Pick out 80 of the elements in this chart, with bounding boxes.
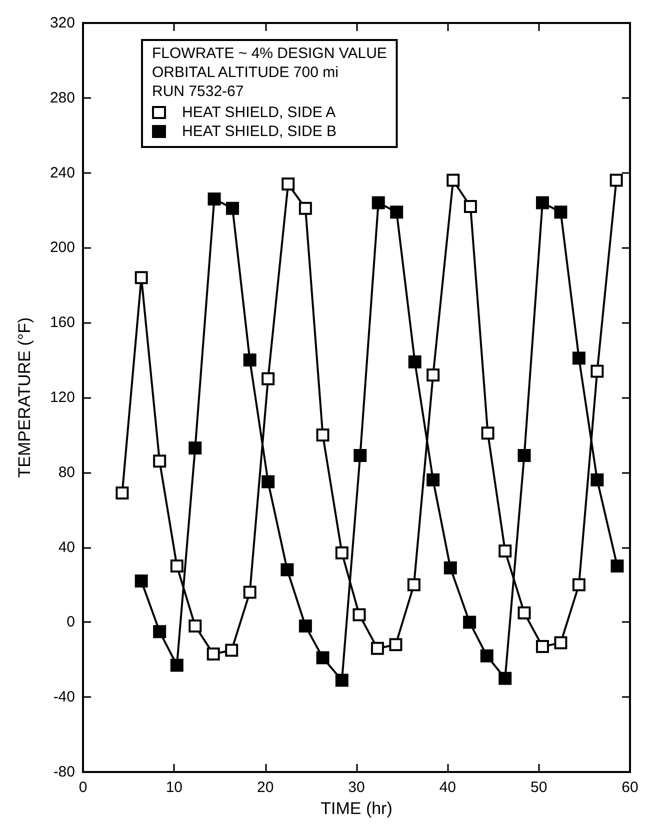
point (116, 486, 129, 500)
point (518, 449, 531, 462)
legend-label: HEAT SHIELD, SIDE A (182, 104, 336, 121)
point (572, 352, 586, 365)
point (426, 368, 440, 382)
point (352, 608, 366, 622)
x-axis-title: TIME (hr) (320, 799, 392, 818)
annotation: ORBITAL ALTITUDE 700 mi (152, 64, 338, 81)
point (481, 426, 494, 440)
point (153, 625, 166, 638)
point (226, 202, 240, 215)
point (389, 638, 402, 652)
y-tick-label: 160 (50, 314, 75, 332)
point (407, 578, 420, 592)
point (225, 644, 238, 657)
point (464, 200, 477, 214)
y-tick-label: 0 (66, 614, 75, 631)
point (134, 271, 148, 284)
annotation: FLOWRATE ~ 4% DESIGN VALUE (152, 45, 387, 62)
legend-label: HEAT SHIELD, SIDE B (182, 123, 336, 140)
point (298, 202, 312, 215)
point (390, 206, 404, 219)
point (282, 178, 295, 191)
point (243, 586, 256, 599)
x-tick-label: 20 (256, 779, 274, 796)
y-tick-label: 200 (50, 239, 75, 256)
y-axis-title: TEMPERATURE (°F) (15, 317, 34, 478)
point (188, 442, 202, 455)
point (262, 372, 275, 386)
annotation: RUN 7532-67 (152, 83, 244, 100)
point (134, 574, 148, 588)
y-tick-label: 280 (50, 89, 75, 106)
x-tick-label: 0 (78, 779, 88, 796)
point (444, 561, 457, 574)
point (335, 674, 348, 687)
y-tick-label: 80 (58, 464, 75, 481)
y-tick-label: -40 (53, 688, 75, 706)
y-tick-label: 320 (50, 14, 75, 32)
point (446, 174, 460, 187)
point (206, 648, 220, 661)
point (408, 355, 422, 368)
y-tick-label: 120 (50, 389, 75, 406)
x-tick-label: 50 (530, 779, 548, 796)
point (590, 364, 604, 378)
point (536, 196, 549, 210)
point (153, 454, 166, 468)
x-tick-label: 60 (622, 779, 638, 796)
x-tick-label: 30 (348, 779, 365, 796)
x-tick-label: 40 (439, 779, 456, 796)
point (480, 649, 494, 662)
point (610, 560, 624, 573)
point (316, 651, 330, 664)
point (498, 672, 512, 685)
point (188, 619, 202, 632)
x-tick-label: 10 (166, 779, 183, 796)
point (316, 428, 330, 442)
point (572, 578, 586, 592)
point (298, 619, 312, 632)
point (463, 616, 476, 629)
point (610, 174, 623, 187)
point (170, 560, 184, 573)
point (426, 473, 440, 486)
point (262, 475, 275, 488)
point (243, 354, 256, 367)
point (208, 192, 221, 206)
point (518, 606, 531, 620)
point (554, 636, 568, 650)
point (536, 640, 549, 654)
point (554, 206, 568, 219)
point (280, 563, 294, 576)
y-tick-label: 40 (58, 538, 75, 556)
y-tick-label: 240 (50, 164, 75, 182)
point (354, 449, 367, 462)
point (370, 642, 384, 655)
point (590, 473, 604, 486)
point (498, 544, 512, 558)
y-tick-label: -80 (53, 764, 75, 780)
point (170, 658, 184, 672)
point (372, 196, 385, 210)
point (335, 546, 348, 560)
